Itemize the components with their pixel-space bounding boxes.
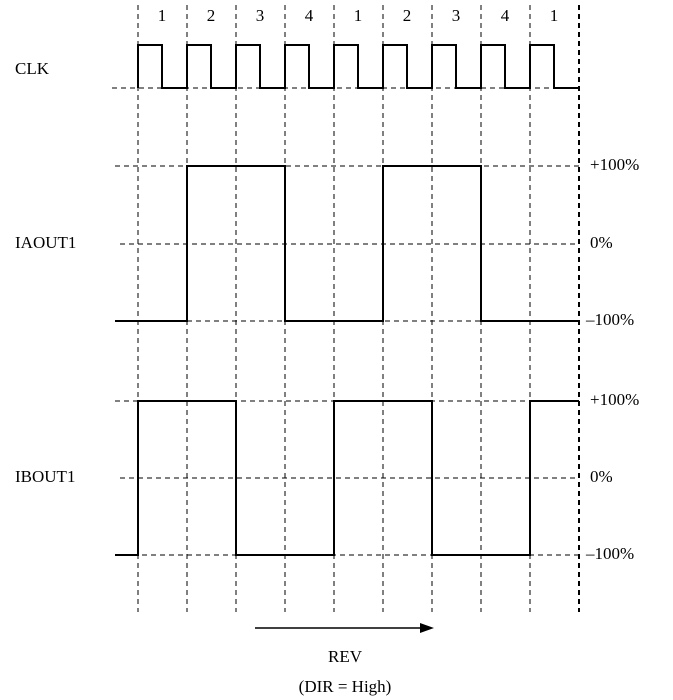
signal-name: IBOUT1 (15, 467, 75, 486)
step-label: 2 (207, 6, 216, 25)
ibout1-wave (115, 400, 579, 556)
vertical-grid (137, 5, 580, 612)
step-label: 2 (403, 6, 412, 25)
step-label: 3 (452, 6, 461, 25)
level-label: +100% (590, 155, 639, 174)
step-label: 3 (256, 6, 265, 25)
arrow-head (420, 623, 434, 633)
step-label: 4 (501, 6, 510, 25)
signal-name: IAOUT1 (15, 233, 76, 252)
level-label: +100% (590, 390, 639, 409)
iaout1-wave (115, 165, 579, 322)
level-label: –100% (585, 310, 634, 329)
level-label: 0% (590, 233, 613, 252)
step-label: 1 (354, 6, 363, 25)
step-label: 1 (158, 6, 167, 25)
direction-label: REV (328, 647, 363, 666)
step-labels: 1 2 3 4 1 2 3 4 1 (158, 6, 559, 25)
clk-wave (137, 44, 579, 89)
step-label: 1 (550, 6, 559, 25)
signal-name: CLK (15, 59, 50, 78)
level-label: 0% (590, 467, 613, 486)
level-label: –100% (585, 544, 634, 563)
step-label: 4 (305, 6, 314, 25)
direction-condition: (DIR = High) (299, 677, 392, 696)
